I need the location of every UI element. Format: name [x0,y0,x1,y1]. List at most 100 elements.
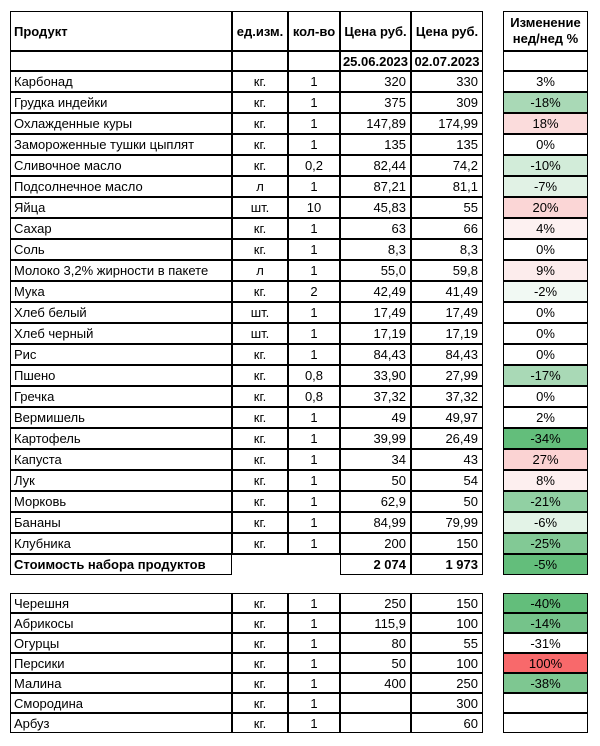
price1-cell: 400 [340,673,411,693]
price2-cell: 27,99 [411,365,483,386]
product-cell: Подсолнечное масло [10,176,232,197]
qty-cell: 1 [288,593,340,613]
price1-cell: 50 [340,470,411,491]
product-cell: Лук [10,470,232,491]
qty-cell: 1 [288,693,340,713]
header-change: Изменение нед/нед % [503,11,588,51]
change-cell: 0% [503,344,588,365]
qty-cell: 1 [288,449,340,470]
change-cell: 4% [503,218,588,239]
unit-cell: кг. [232,218,288,239]
price2-cell: 79,99 [411,512,483,533]
product-cell: Абрикосы [10,613,232,633]
header-product: Продукт [10,11,232,51]
product-cell: Рис [10,344,232,365]
qty-cell: 1 [288,134,340,155]
product-cell: Мука [10,281,232,302]
change-cell: 27% [503,449,588,470]
change-cell: -25% [503,533,588,554]
price1-cell: 320 [340,71,411,92]
price1-cell: 82,44 [340,155,411,176]
product-cell: Хлеб белый [10,302,232,323]
total-price1: 2 074 [340,554,411,575]
unit-cell: шт. [232,323,288,344]
product-cell: Малина [10,673,232,693]
change-cell: -7% [503,176,588,197]
qty-cell: 1 [288,613,340,633]
change-cell: 18% [503,113,588,134]
change-cell: 0% [503,302,588,323]
price1-cell: 115,9 [340,613,411,633]
price1-cell [340,713,411,733]
change-cell [503,713,588,733]
change-cell: -38% [503,673,588,693]
qty-cell: 1 [288,344,340,365]
price2-cell: 37,32 [411,386,483,407]
qty-cell: 1 [288,428,340,449]
unit-cell: кг. [232,693,288,713]
product-cell: Молоко 3,2% жирности в пакете [10,260,232,281]
header-date: 02.07.2023 [411,51,483,71]
change-cell: -17% [503,365,588,386]
product-cell: Охлажденные куры [10,113,232,134]
unit-cell: кг. [232,713,288,733]
price2-cell: 135 [411,134,483,155]
total-blank [232,554,340,575]
product-cell: Хлеб черный [10,323,232,344]
price1-cell: 34 [340,449,411,470]
change-cell: -18% [503,92,588,113]
price2-cell: 41,49 [411,281,483,302]
price2-cell: 55 [411,633,483,653]
change-cell [503,693,588,713]
price1-cell: 17,19 [340,323,411,344]
price1-cell: 200 [340,533,411,554]
price2-cell: 17,49 [411,302,483,323]
price2-cell: 174,99 [411,113,483,134]
product-cell: Капуста [10,449,232,470]
price2-cell: 50 [411,491,483,512]
header-blank [10,51,232,71]
price2-cell: 100 [411,613,483,633]
price1-cell: 84,43 [340,344,411,365]
unit-cell: кг. [232,449,288,470]
product-cell: Смородина [10,693,232,713]
product-cell: Пшено [10,365,232,386]
unit-cell: кг. [232,407,288,428]
product-cell: Замороженные тушки цыплят [10,134,232,155]
price1-cell: 84,99 [340,512,411,533]
price2-cell: 49,97 [411,407,483,428]
price1-cell: 45,83 [340,197,411,218]
price1-cell: 33,90 [340,365,411,386]
price1-cell: 55,0 [340,260,411,281]
product-cell: Картофель [10,428,232,449]
change-cell: 0% [503,323,588,344]
qty-cell: 1 [288,176,340,197]
unit-cell: кг. [232,365,288,386]
change-cell: 0% [503,239,588,260]
price1-cell: 147,89 [340,113,411,134]
price2-cell: 59,8 [411,260,483,281]
product-cell: Клубника [10,533,232,554]
product-cell: Карбонад [10,71,232,92]
price2-cell: 43 [411,449,483,470]
price2-cell: 60 [411,713,483,733]
change-cell: 9% [503,260,588,281]
unit-cell: кг. [232,113,288,134]
change-cell: 20% [503,197,588,218]
qty-cell: 1 [288,92,340,113]
unit-cell: кг. [232,593,288,613]
price1-cell: 37,32 [340,386,411,407]
price2-cell: 8,3 [411,239,483,260]
qty-cell: 1 [288,470,340,491]
price2-cell: 309 [411,92,483,113]
qty-cell: 1 [288,239,340,260]
qty-cell: 1 [288,533,340,554]
header-blank [503,51,588,71]
change-cell: -6% [503,512,588,533]
qty-cell: 1 [288,323,340,344]
product-cell: Черешня [10,593,232,613]
product-cell: Сахар [10,218,232,239]
header-price1: Цена руб. [340,11,411,51]
unit-cell: кг. [232,344,288,365]
qty-cell: 1 [288,713,340,733]
